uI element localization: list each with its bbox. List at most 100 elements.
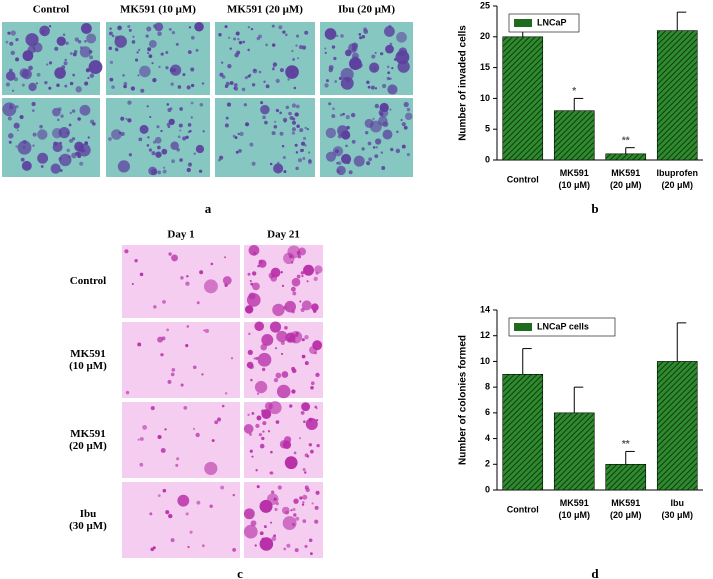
cell (187, 162, 193, 167)
cell (314, 519, 319, 524)
cell (224, 123, 229, 128)
cell (276, 330, 288, 343)
cell (275, 502, 279, 506)
cell (155, 151, 162, 158)
cell (74, 37, 79, 42)
cell (253, 68, 256, 72)
cell (267, 430, 271, 433)
cell (294, 112, 299, 117)
cell (361, 147, 365, 151)
cell (366, 80, 370, 84)
cell (246, 293, 261, 307)
cell (301, 141, 306, 146)
cell (227, 63, 232, 69)
cell (138, 48, 141, 52)
cell (170, 82, 174, 86)
cell (291, 49, 294, 53)
cell (89, 55, 94, 60)
cell (57, 118, 60, 122)
cell (124, 249, 129, 254)
cell (51, 128, 63, 139)
cell (261, 436, 265, 441)
cell (11, 89, 15, 92)
cell (250, 27, 254, 31)
cell (137, 342, 142, 347)
cell (302, 468, 306, 472)
cell (289, 404, 293, 408)
cell (156, 125, 160, 129)
y-axis-label: Number of invaded cells (458, 25, 469, 141)
cell (109, 60, 114, 65)
cell (367, 85, 371, 89)
cell (272, 67, 275, 71)
cell (341, 153, 352, 165)
cell (229, 47, 232, 50)
cell (336, 34, 339, 38)
cell (297, 158, 303, 163)
cell (32, 144, 35, 147)
cell (147, 136, 150, 139)
cell (177, 135, 181, 139)
cell (185, 135, 189, 139)
cell (380, 151, 384, 154)
cell (239, 131, 244, 137)
cell (283, 170, 287, 174)
cell (251, 412, 255, 415)
cell (256, 392, 260, 395)
cell (182, 136, 187, 141)
cell (152, 24, 157, 28)
cell (180, 383, 184, 387)
cell (218, 158, 221, 162)
panel-label: d (591, 566, 599, 579)
cell (35, 82, 38, 85)
cell (148, 148, 153, 152)
cell (406, 153, 410, 157)
cell (350, 112, 356, 118)
cell (263, 525, 267, 529)
cell (373, 67, 377, 71)
cell (221, 61, 224, 64)
cell (216, 417, 222, 422)
cell (336, 165, 346, 176)
cell (301, 402, 311, 412)
cell (170, 372, 175, 377)
cell (45, 63, 49, 66)
cell (187, 122, 192, 127)
cell (243, 103, 247, 107)
cell (134, 258, 138, 263)
legend-box (508, 317, 616, 337)
cell (220, 485, 225, 490)
cell (264, 120, 268, 125)
cell (168, 513, 173, 519)
cell (233, 37, 237, 41)
cell (379, 102, 389, 113)
x-tick-label: Ibuprofen (20 μM) (657, 168, 699, 190)
cell (328, 67, 333, 73)
cell (375, 138, 382, 145)
cell (171, 367, 176, 372)
cell (391, 66, 394, 70)
cell (284, 325, 288, 330)
cell (281, 144, 285, 148)
cell (160, 52, 164, 56)
cell (404, 112, 413, 121)
cell (225, 116, 229, 120)
cell (275, 108, 280, 113)
cell (134, 58, 139, 62)
cell (304, 471, 307, 474)
cell (406, 107, 411, 112)
cell (238, 40, 243, 45)
cell (224, 256, 227, 259)
cell (86, 33, 97, 44)
cell (242, 40, 246, 44)
cell (351, 139, 356, 144)
cell (152, 140, 157, 144)
x-tick-label: MK591 (10 μM) (558, 498, 590, 520)
cell (56, 36, 66, 46)
cell (251, 455, 254, 458)
cell (247, 25, 251, 29)
cell (374, 103, 380, 109)
cell (8, 140, 12, 144)
cell (138, 137, 143, 142)
cell (145, 34, 149, 38)
